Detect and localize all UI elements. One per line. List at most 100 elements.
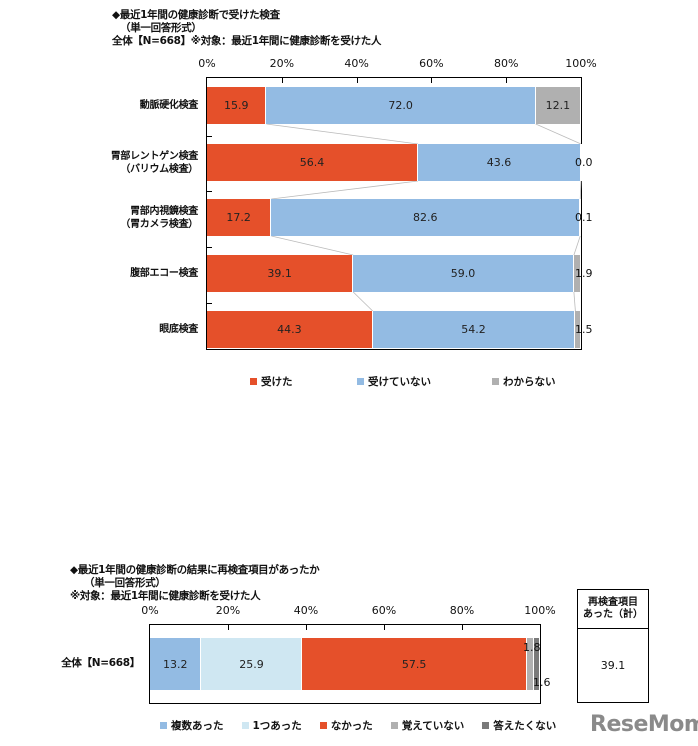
bar-segment: 44.3 <box>207 311 373 348</box>
summary-box: 再検査項目 あった（計） 39.1 <box>577 589 649 703</box>
legend-label: 複数あった <box>171 720 224 732</box>
stacked-bar: 56.4 43.6 <box>207 144 582 181</box>
y-tick-mark <box>207 303 212 304</box>
legend-swatch-icon <box>241 722 249 729</box>
x-tick-mark <box>506 78 508 83</box>
legend-swatch-icon <box>492 378 499 385</box>
legend-swatch-icon <box>250 378 257 385</box>
legend-item: 答えたくない <box>482 718 556 733</box>
bottom-chart-note: ※対象：最近1年間に健康診断を受けた人 <box>70 590 261 602</box>
top-legend-not-received: 受けていない <box>357 374 431 389</box>
x-tick-mark <box>431 78 433 83</box>
bottom-plot-area <box>149 624 541 704</box>
top-chart-note: 全体【N=668】※対象：最近1年間に健康診断を受けた人 <box>112 35 382 47</box>
category-label: 胃部内視鏡検査 （胃カメラ検査） <box>120 205 198 230</box>
bar-segment <box>575 311 581 348</box>
bar-segment: 25.9 <box>201 638 303 690</box>
bar-value-label: 1.5 <box>575 322 593 336</box>
bar-segment: 12.1 <box>535 87 581 124</box>
bar-segment: 72.0 <box>266 87 536 124</box>
bar-segment: 13.2 <box>150 638 202 690</box>
bar-segment: 82.6 <box>271 199 581 236</box>
legend-swatch-icon <box>482 722 490 729</box>
summary-value: 39.1 <box>600 658 626 672</box>
y-tick-mark <box>207 247 212 248</box>
x-tick-mark <box>228 625 229 630</box>
bottom-row-label: 全体【N=668】 <box>61 657 140 669</box>
bottom-chart-subtitle: （単一回答形式） <box>84 577 166 589</box>
bar-segment <box>580 199 582 236</box>
legend-swatch-icon <box>357 378 364 385</box>
category-label: 腹部エコー検査 <box>130 267 198 279</box>
x-tick-mark <box>462 625 463 630</box>
top-legend-unknown: わからない <box>492 374 556 389</box>
stacked-bar: 44.3 54.2 <box>207 311 581 348</box>
bar-segment: 15.9 <box>207 87 267 124</box>
x-tick-mark <box>281 78 283 83</box>
x-tick-label: 60% <box>419 57 444 70</box>
top-chart-title: ◆最近1年間の健康診断で受けた検査 <box>112 9 280 21</box>
stacked-bar: 39.1 59.0 <box>207 255 581 292</box>
legend-swatch-icon <box>390 722 398 729</box>
bar-segment: 17.2 <box>207 199 272 236</box>
x-tick-label: 20% <box>215 604 241 617</box>
legend-swatch-icon <box>160 722 167 729</box>
legend-item: 覚えていない <box>390 718 465 733</box>
bar-segment <box>573 255 581 292</box>
category-label: 胃部レントゲン検査 （バリウム検査） <box>110 150 199 175</box>
legend-label: なかった <box>330 720 373 732</box>
summary-header-line2: あった（計） <box>583 609 643 620</box>
bar-segment <box>581 144 582 181</box>
x-tick-mark <box>384 625 385 630</box>
bar-segment: 59.0 <box>353 255 574 292</box>
x-tick-label: 80% <box>493 57 519 70</box>
bar-value-label: 1.8 <box>523 641 541 654</box>
legend-item: 1つあった <box>241 718 302 733</box>
bottom-legend: 複数あった 1つあった なかった 覚えていない 答えたくない <box>160 718 556 733</box>
legend-label: 1つあった <box>252 720 302 732</box>
legend-label: 受けていない <box>368 376 431 388</box>
bar-segment: 43.6 <box>417 144 581 181</box>
bar-value-label: 0.0 <box>575 155 593 169</box>
legend-item: なかった <box>319 718 373 733</box>
category-label: 動脈硬化検査 <box>139 99 199 111</box>
legend-label: 覚えていない <box>401 720 465 732</box>
bar-segment: 56.4 <box>207 144 418 181</box>
x-tick-label: 80% <box>449 604 475 617</box>
bar-value-label: 1.9 <box>575 266 593 280</box>
x-tick-label: 40% <box>344 57 369 70</box>
legend-label: 受けた <box>261 376 293 388</box>
x-tick-label: 100% <box>524 604 556 617</box>
legend-swatch-icon <box>319 722 327 729</box>
x-tick-label: 100% <box>565 57 597 70</box>
y-tick-mark <box>207 136 212 137</box>
bar-value-label: 0.1 <box>575 210 593 224</box>
legend-label: 答えたくない <box>493 720 557 732</box>
x-tick-label: 60% <box>371 604 397 617</box>
top-legend-received: 受けた <box>250 374 293 389</box>
bar-segment <box>533 638 540 690</box>
category-label: 眼底検査 <box>159 323 198 335</box>
resemom-logo: ReseMom <box>590 712 698 737</box>
x-tick-label: 20% <box>269 57 295 70</box>
stacked-bar: 15.9 72.0 12.1 <box>207 87 581 124</box>
top-chart-subtitle: （単一回答形式） <box>120 22 202 34</box>
bottom-chart-title: ◆最近1年間の健康診断の結果に再検査項目があったか <box>70 564 320 576</box>
x-tick-label: 40% <box>293 604 319 617</box>
bar-value-label: 1.6 <box>533 676 551 689</box>
x-tick-label: 0% <box>198 57 216 70</box>
x-tick-mark <box>306 625 307 630</box>
stacked-bar: 17.2 82.6 <box>207 199 582 236</box>
bar-segment: 39.1 <box>207 255 354 292</box>
bar-segment: 57.5 <box>302 638 527 690</box>
summary-header: 再検査項目 あった（計） <box>578 590 648 629</box>
bar-segment <box>526 638 534 690</box>
top-plot-area <box>206 77 582 350</box>
y-tick-mark <box>207 191 212 192</box>
x-tick-mark <box>356 78 358 83</box>
summary-header-line1: 再検査項目 <box>588 597 638 608</box>
legend-label: わからない <box>503 376 556 388</box>
legend-item: 複数あった <box>160 718 224 733</box>
bar-segment: 54.2 <box>372 311 576 348</box>
